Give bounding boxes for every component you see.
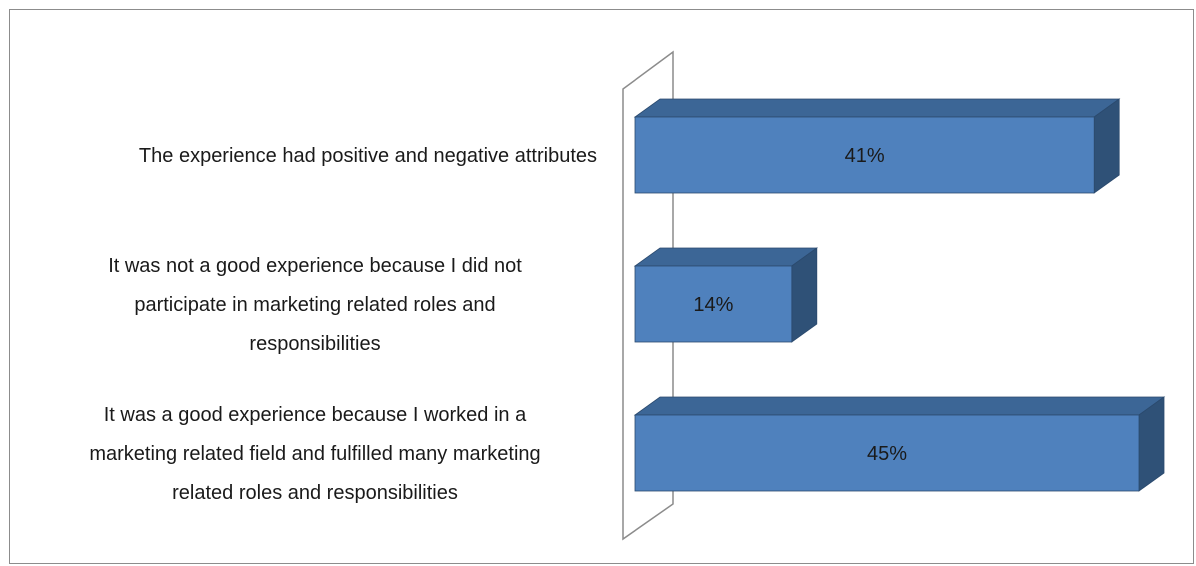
data-label: 41% xyxy=(845,145,885,167)
bars: 41% 14% 45% xyxy=(633,98,1166,492)
bar-3: 45% xyxy=(633,396,1166,492)
category-label-line: It was not a good experience because I d… xyxy=(108,255,522,277)
category-label-line: It was a good experience because I worke… xyxy=(104,404,527,426)
bar-front-face xyxy=(634,265,793,343)
category-label-line: responsibilities xyxy=(249,333,380,355)
bar-2: 14% xyxy=(633,247,819,343)
data-label: 14% xyxy=(693,294,733,316)
category-label-line: related roles and responsibilities xyxy=(172,482,458,504)
bar-front-face xyxy=(634,414,1140,492)
chart-wall xyxy=(622,50,674,541)
chart-side-wall xyxy=(622,50,674,541)
bar-top-face xyxy=(633,396,1166,416)
category-label-line: The experience had positive and negative… xyxy=(139,145,597,167)
data-label: 45% xyxy=(867,443,907,465)
category-label-line: marketing related field and fulfilled ma… xyxy=(89,443,540,465)
category-label: It was not a good experience because I d… xyxy=(108,255,522,355)
category-labels: The experience had positive and negative… xyxy=(89,145,597,504)
bar-1: 41% xyxy=(633,98,1121,194)
category-label: It was a good experience because I worke… xyxy=(89,404,540,504)
category-label: The experience had positive and negative… xyxy=(139,145,597,167)
bar-top-face xyxy=(633,98,1121,118)
bar-top-face xyxy=(633,247,819,267)
category-label-line: participate in marketing related roles a… xyxy=(134,294,495,316)
bar-front-face xyxy=(634,116,1095,194)
